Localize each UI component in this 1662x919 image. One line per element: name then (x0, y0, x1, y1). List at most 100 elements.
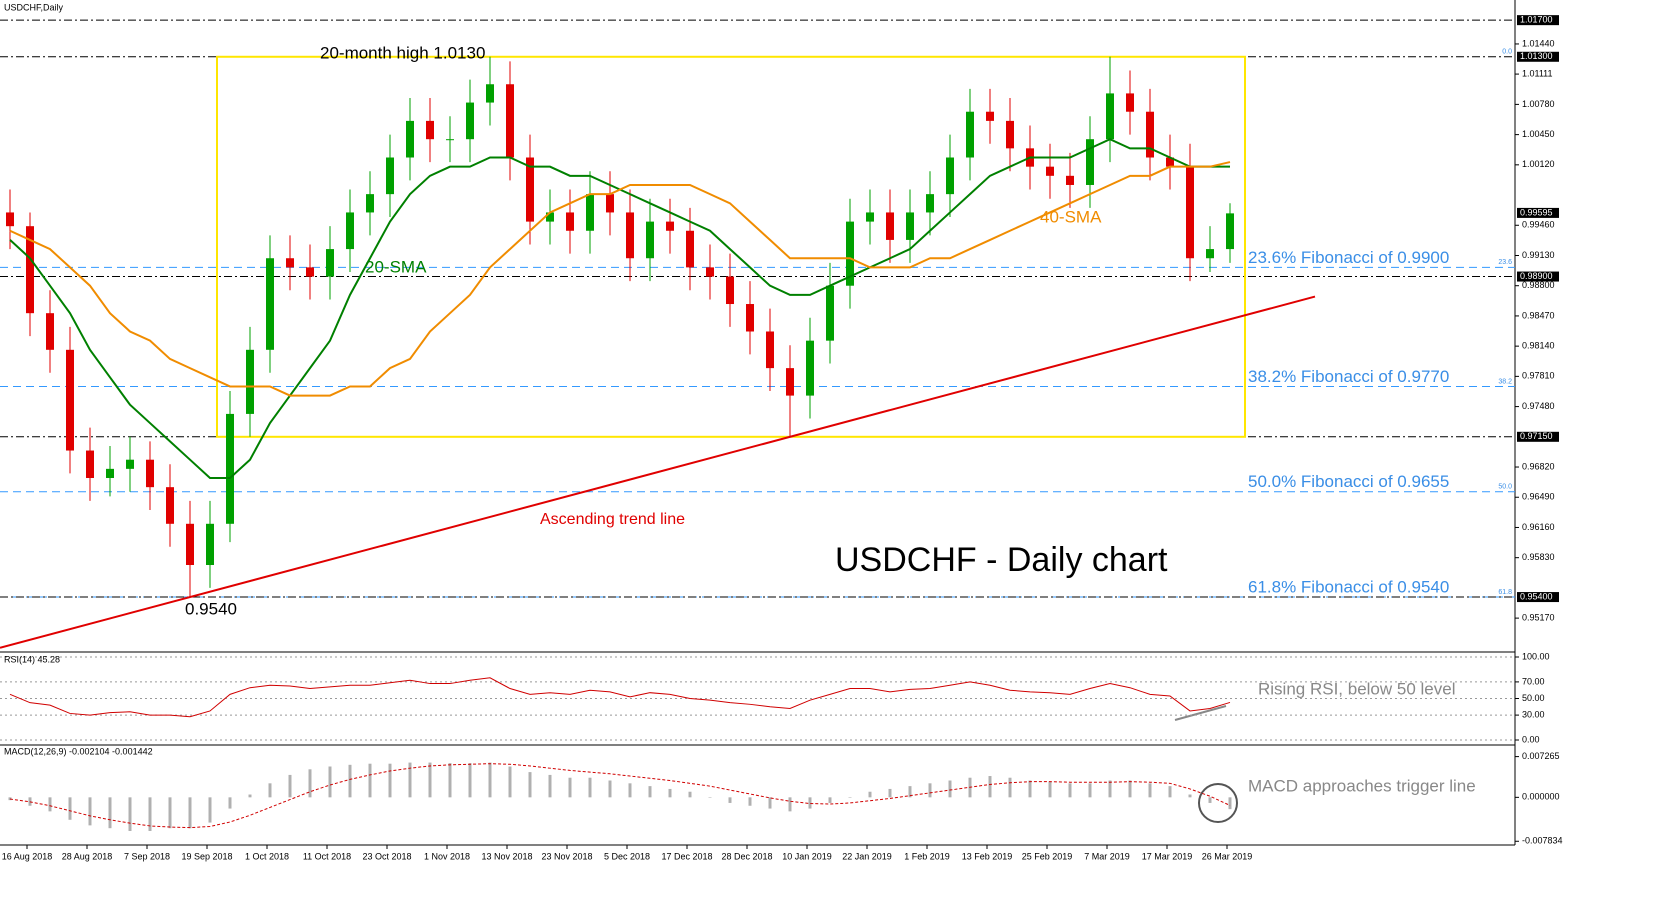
rsi-line (9, 677, 1231, 718)
candle-body (1106, 93, 1114, 140)
candle-body (446, 139, 454, 141)
annotation: 0.9540 (185, 599, 237, 618)
candle-body (306, 267, 314, 277)
candle-body (106, 468, 114, 479)
chart-subtitle: USDCHF - Daily chart (835, 541, 1168, 579)
trend-line (0, 295, 1316, 649)
macd-bar (948, 780, 952, 798)
panel-title: RSI(14) 45.28 (4, 654, 60, 664)
candle-body (686, 230, 694, 268)
macd-bar (328, 766, 332, 798)
x-tick-label: 23 Nov 2018 (541, 851, 592, 861)
last-price-box (1517, 207, 1559, 218)
candle-body (886, 212, 894, 240)
range-box (216, 55, 1246, 438)
candle-body (826, 285, 834, 341)
y-tick-label: 0.98470 (1522, 310, 1555, 320)
fibonacci-label: 61.8% Fibonacci of 0.9540 (1248, 578, 1449, 597)
macd-bar (748, 797, 752, 806)
y-tick-label: -0.007834 (1522, 836, 1563, 846)
candle-body (546, 212, 554, 222)
candle-body (466, 102, 474, 140)
candle-body (566, 212, 574, 231)
y-tick-label: 1.00780 (1522, 99, 1555, 109)
y-tick-label: 30.00 (1522, 709, 1545, 719)
candle-body (706, 267, 714, 277)
y-tick-label: 0.000000 (1522, 792, 1560, 802)
y-tick-label: 1.01440 (1522, 38, 1555, 48)
chart-title: USDCHF,Daily (4, 2, 64, 12)
x-tick-label: 10 Jan 2019 (782, 851, 832, 861)
x-tick-label: 1 Nov 2018 (424, 851, 470, 861)
fibonacci-label: 23.6% Fibonacci of 0.9900 (1248, 248, 1449, 267)
candle-body (786, 368, 794, 396)
y-tick-label: 0.99130 (1522, 250, 1555, 260)
macd-bar (208, 797, 212, 823)
sma-label: 40-SMA (1040, 207, 1102, 226)
candle-body (226, 413, 234, 524)
price-box-label: 0.95400 (1520, 591, 1553, 601)
annotation: Rising RSI, below 50 level (1258, 679, 1455, 698)
x-tick-label: 5 Dec 2018 (604, 851, 650, 861)
macd-bar (468, 763, 472, 798)
macd-bar (588, 777, 592, 798)
macd-bar (68, 797, 72, 820)
candle-body (746, 304, 754, 332)
candle-body (606, 194, 614, 213)
macd-bar (448, 763, 452, 798)
fibonacci-tag: 38.2 (1498, 378, 1512, 385)
y-tick-label: 0.97480 (1522, 401, 1555, 411)
candle-body (926, 194, 934, 213)
rsi-trend-marker (1174, 705, 1227, 721)
fibonacci-tag: 61.8 (1498, 589, 1512, 596)
macd-bar (908, 786, 912, 798)
candle-body (906, 212, 914, 240)
candle-body (386, 157, 394, 195)
x-tick-label: 23 Oct 2018 (362, 851, 411, 861)
macd-bar (888, 788, 892, 798)
macd-bar (388, 763, 392, 798)
x-tick-label: 28 Dec 2018 (721, 851, 772, 861)
macd-bar (708, 797, 712, 798)
x-tick-label: 17 Dec 2018 (661, 851, 712, 861)
macd-bar (88, 797, 92, 826)
macd-bar (648, 786, 652, 798)
y-tick-label: 0.96820 (1522, 461, 1555, 471)
macd-bar (1148, 783, 1152, 798)
macd-bar (148, 797, 152, 831)
x-tick-label: 7 Mar 2019 (1084, 851, 1130, 861)
price-box-label: 1.01300 (1520, 51, 1553, 61)
macd-bar (488, 762, 492, 798)
macd-bar (128, 797, 132, 831)
y-tick-label: 0.00 (1522, 734, 1540, 744)
fibonacci-tag: 0.0 (1502, 49, 1512, 56)
y-tick-label: 100.00 (1522, 651, 1550, 661)
price-box-label: 0.97150 (1520, 431, 1553, 441)
candle-body (146, 459, 154, 488)
price-box-label: 0.98900 (1520, 271, 1553, 281)
candle-body (426, 120, 434, 140)
macd-bar (628, 783, 632, 798)
y-tick-label: 0.007265 (1522, 751, 1560, 761)
price-box (1517, 271, 1559, 282)
y-tick-label: 1.00120 (1522, 159, 1555, 169)
x-tick-label: 16 Aug 2018 (2, 851, 53, 861)
y-tick-label: 0.96490 (1522, 492, 1555, 502)
macd-bar (1008, 777, 1012, 798)
macd-highlight-circle (1198, 783, 1238, 823)
macd-bar (108, 797, 112, 829)
candle-body (266, 258, 274, 350)
macd-bar (568, 777, 572, 798)
macd-bar (368, 763, 372, 798)
macd-bar (288, 774, 292, 798)
macd-bar (668, 788, 672, 798)
macd-bar (1228, 797, 1232, 810)
price-box-label: 1.01700 (1520, 15, 1553, 25)
candle-body (406, 120, 414, 158)
candle-body (666, 221, 674, 231)
candle-body (46, 313, 54, 350)
macd-bar (1088, 783, 1092, 798)
sma-label: 20-SMA (365, 257, 427, 276)
candle-body (1166, 157, 1174, 167)
price-box (1517, 15, 1559, 26)
